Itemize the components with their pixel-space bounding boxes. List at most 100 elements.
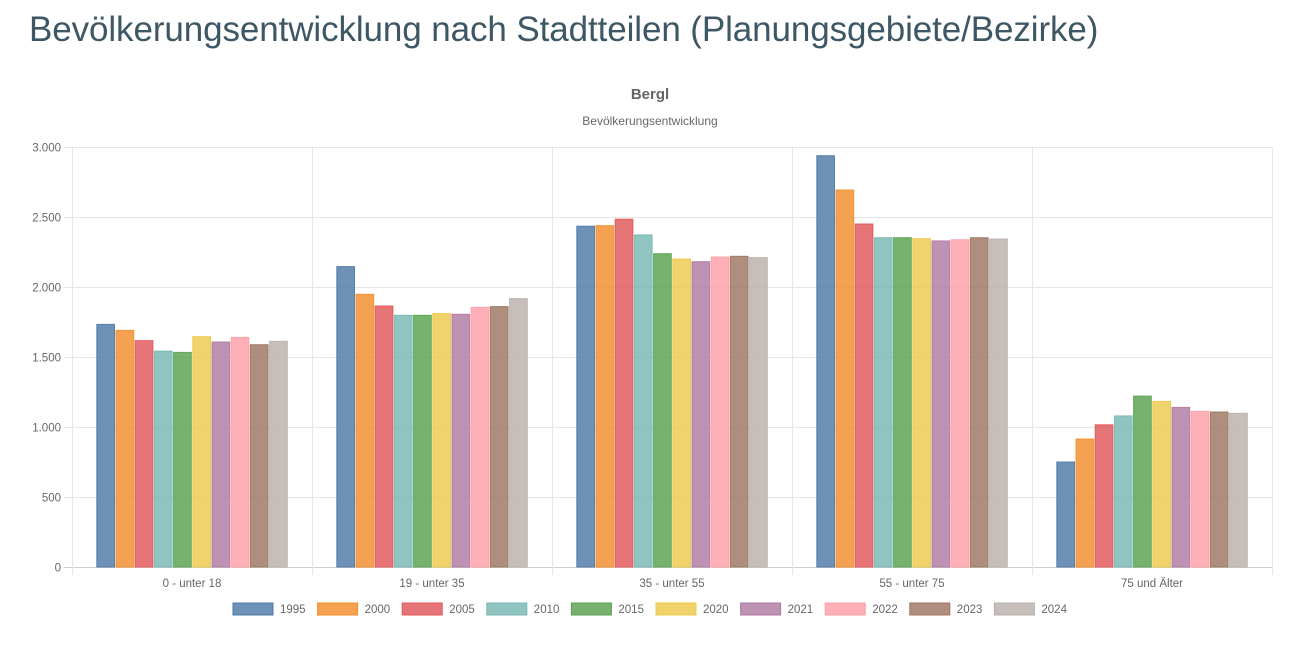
- legend-label: 2005: [449, 604, 475, 616]
- bar-2022-2[interactable]: [710, 256, 730, 568]
- legend-label: 2015: [618, 604, 644, 616]
- bar-2020-0[interactable]: [192, 336, 212, 568]
- bar-1995-0[interactable]: [96, 323, 116, 568]
- bar-2021-4[interactable]: [1171, 406, 1191, 568]
- legend-label: 2010: [534, 604, 560, 616]
- bar-2000-4[interactable]: [1075, 438, 1095, 568]
- chart-title: Bergl: [631, 86, 669, 103]
- y-tick-label: 3.000: [32, 143, 61, 155]
- legend-item-2020[interactable]: 2020: [655, 602, 729, 616]
- legend-item-2000[interactable]: 2000: [317, 602, 391, 616]
- bar-2023-1[interactable]: [489, 306, 509, 568]
- legend-swatch: [317, 602, 359, 616]
- legend-swatch: [824, 602, 866, 616]
- legend-label: 2022: [872, 604, 898, 616]
- legend-label: 1995: [280, 604, 306, 616]
- bar-2005-4[interactable]: [1094, 424, 1114, 568]
- bar-2022-3[interactable]: [950, 239, 970, 568]
- bar-2024-0[interactable]: [269, 340, 288, 568]
- bar-2023-0[interactable]: [249, 344, 269, 568]
- legend-label: 2024: [1041, 604, 1067, 616]
- bar-2022-1[interactable]: [470, 306, 490, 568]
- bar-2022-4[interactable]: [1190, 410, 1210, 568]
- bar-2020-2[interactable]: [672, 258, 691, 568]
- legend-item-2024[interactable]: 2024: [993, 602, 1068, 616]
- legend-item-2022[interactable]: 2022: [824, 602, 898, 616]
- bar-1995-1[interactable]: [336, 266, 355, 568]
- y-tick-label: 500: [42, 493, 61, 505]
- y-tick-label: 1.000: [32, 423, 61, 435]
- x-tick-label: 75 und Älter: [1121, 578, 1183, 590]
- legend-swatch: [993, 602, 1035, 616]
- bar-2021-0[interactable]: [211, 341, 231, 568]
- bar-2023-3[interactable]: [969, 237, 989, 568]
- bar-2020-3[interactable]: [912, 238, 931, 568]
- legend-swatch: [401, 602, 443, 616]
- bar-1995-4[interactable]: [1056, 461, 1076, 568]
- legend: 1995 2000 2005 2010 2015 2020 2021 2022 2023 2024: [232, 602, 1068, 616]
- page-title: Bevölkerungsentwicklung nach Stadtteilen…: [29, 10, 1099, 49]
- bar-2023-2[interactable]: [729, 255, 749, 568]
- bar-2005-2[interactable]: [614, 218, 634, 568]
- bar-2000-2[interactable]: [595, 225, 615, 568]
- legend-swatch: [486, 602, 528, 616]
- legend-item-2015[interactable]: 2015: [570, 602, 644, 616]
- bar-2015-0[interactable]: [173, 351, 192, 568]
- bar-2023-4[interactable]: [1209, 411, 1229, 568]
- chart-subtitle: Bevölkerungsentwicklung: [582, 114, 717, 128]
- bar-2024-3[interactable]: [989, 238, 1008, 568]
- bar-2015-4[interactable]: [1133, 395, 1152, 568]
- bar-2005-1[interactable]: [374, 305, 394, 568]
- bar-2020-1[interactable]: [432, 313, 451, 568]
- bar-2000-0[interactable]: [115, 329, 135, 568]
- y-tick-label: 0: [55, 563, 61, 575]
- legend-swatch: [570, 602, 612, 616]
- legend-swatch: [740, 602, 782, 616]
- legend-item-2023[interactable]: 2023: [909, 602, 983, 616]
- bar-2010-0[interactable]: [153, 350, 173, 568]
- bar-2022-0[interactable]: [230, 336, 250, 568]
- bar-2024-4[interactable]: [1229, 412, 1248, 568]
- x-axis: 0 - unter 18 19 - unter 35 35 - unter 55 55…: [163, 578, 1184, 590]
- bar-2021-2[interactable]: [691, 261, 711, 568]
- bar-2000-3[interactable]: [835, 189, 855, 568]
- bar-2000-1[interactable]: [355, 293, 375, 568]
- bar-2005-0[interactable]: [134, 340, 154, 568]
- y-tick-label: 2.500: [32, 213, 61, 225]
- bar-2020-4[interactable]: [1152, 400, 1172, 568]
- legend-swatch: [232, 602, 274, 616]
- x-tick-label: 55 - unter 75: [879, 578, 944, 590]
- y-axis: 0 500 1.000 1.500 2.000 2.500 3.000: [32, 143, 61, 575]
- bar-2010-3[interactable]: [873, 237, 893, 568]
- bars: [96, 155, 1248, 568]
- legend-swatch: [909, 602, 951, 616]
- x-tick-label: 35 - unter 55: [639, 578, 704, 590]
- legend-label: 2000: [365, 604, 391, 616]
- y-tick-label: 1.500: [32, 353, 61, 365]
- bar-2021-3[interactable]: [931, 240, 951, 568]
- legend-item-2005[interactable]: 2005: [401, 602, 475, 616]
- legend-label: 2020: [703, 604, 729, 616]
- x-tick-label: 19 - unter 35: [399, 578, 464, 590]
- y-tick-label: 2.000: [32, 283, 61, 295]
- bar-1995-3[interactable]: [816, 155, 835, 568]
- bar-2005-3[interactable]: [854, 223, 874, 568]
- bar-1995-2[interactable]: [576, 225, 595, 568]
- bar-2015-2[interactable]: [653, 253, 672, 568]
- bar-2015-1[interactable]: [413, 314, 432, 568]
- bar-2010-1[interactable]: [393, 314, 413, 568]
- bar-2021-1[interactable]: [451, 313, 471, 568]
- legend-item-1995[interactable]: 1995: [232, 602, 306, 616]
- legend-label: 2023: [957, 604, 983, 616]
- legend-item-2021[interactable]: 2021: [740, 602, 814, 616]
- bar-2024-1[interactable]: [509, 298, 528, 568]
- bar-2010-2[interactable]: [633, 234, 653, 568]
- bar-2024-2[interactable]: [749, 257, 768, 568]
- legend-label: 2021: [788, 604, 814, 616]
- x-tick-label: 0 - unter 18: [163, 578, 222, 590]
- bar-2015-3[interactable]: [893, 237, 912, 568]
- legend-swatch: [655, 602, 697, 616]
- legend-item-2010[interactable]: 2010: [486, 602, 560, 616]
- bar-2010-4[interactable]: [1113, 415, 1133, 568]
